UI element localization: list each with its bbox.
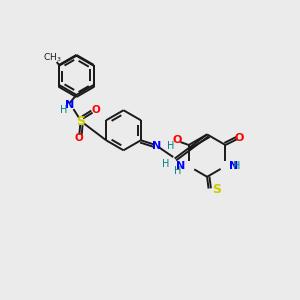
Text: N: N	[152, 141, 162, 151]
Text: O: O	[75, 133, 84, 142]
Text: H: H	[60, 105, 68, 115]
Text: H: H	[174, 167, 181, 176]
Text: H: H	[233, 161, 240, 171]
Text: O: O	[172, 135, 182, 145]
Text: N: N	[229, 161, 238, 171]
Text: O: O	[234, 133, 243, 142]
Text: S: S	[76, 115, 85, 128]
Text: N: N	[176, 161, 185, 171]
Text: S: S	[212, 183, 221, 196]
Text: O: O	[91, 105, 100, 115]
Text: CH$_3$: CH$_3$	[43, 52, 62, 64]
Text: H: H	[167, 141, 175, 151]
Text: N: N	[65, 100, 74, 110]
Text: H: H	[162, 159, 169, 169]
